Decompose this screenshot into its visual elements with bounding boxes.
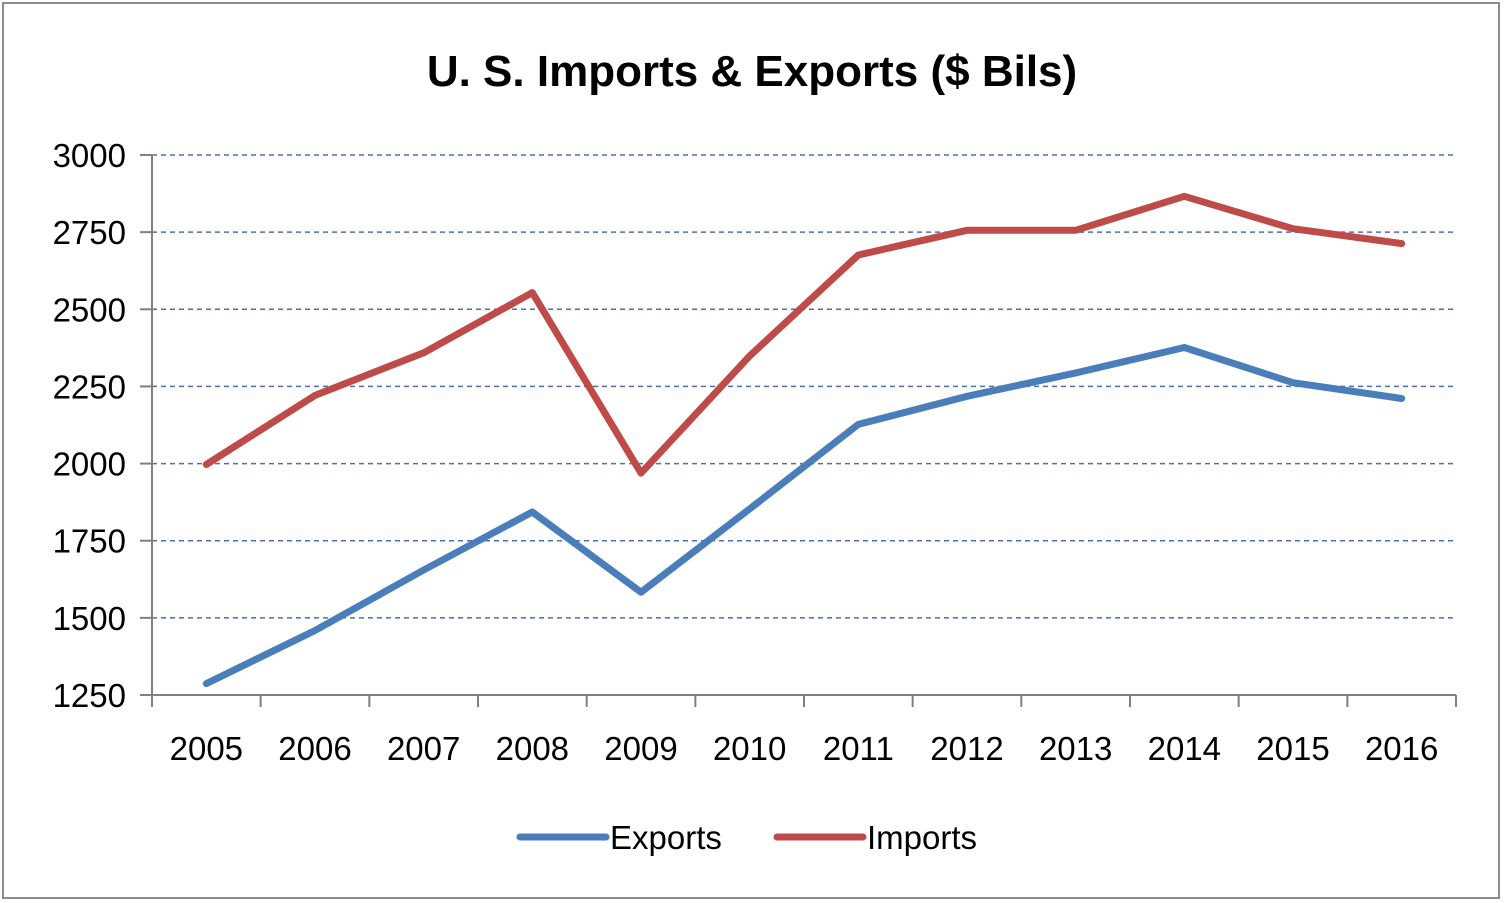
y-tick-label: 3000 — [53, 137, 126, 174]
x-tick-label: 2006 — [278, 730, 351, 767]
x-tick-label: 2015 — [1256, 730, 1329, 767]
x-tick-label: 2011 — [823, 730, 894, 767]
x-tick-label: 2010 — [713, 730, 786, 767]
y-tick-label: 2500 — [53, 291, 126, 328]
legend-label: Exports — [610, 819, 722, 856]
chart-title: U. S. Imports & Exports ($ Bils) — [427, 47, 1077, 96]
y-tick-label: 1750 — [53, 523, 126, 560]
y-tick-label: 2750 — [53, 214, 126, 251]
x-tick-label: 2009 — [604, 730, 677, 767]
x-tick-label: 2008 — [496, 730, 569, 767]
legend-item-exports: Exports — [516, 819, 722, 856]
legend: Exports Imports — [516, 819, 977, 856]
x-axis-ticks: 2005 2006 2007 2008 2009 2010 2011 2012 2013 2014… — [151, 695, 1457, 767]
y-tick-label: 2000 — [53, 446, 126, 483]
y-tick-label: 2250 — [53, 368, 126, 405]
y-tick-label: 1250 — [53, 677, 126, 714]
series-line-exports — [202, 344, 1406, 688]
x-tick-label: 2016 — [1365, 730, 1438, 767]
legend-label: Imports — [867, 819, 977, 856]
series-line-imports — [202, 192, 1406, 477]
y-tick-label: 1500 — [53, 600, 126, 637]
legend-item-imports: Imports — [773, 819, 977, 856]
grid-lines — [152, 154, 1456, 619]
x-tick-label: 2013 — [1039, 730, 1112, 767]
x-tick-label: 2012 — [930, 730, 1003, 767]
series-lines — [202, 192, 1406, 688]
x-tick-label: 2005 — [170, 730, 243, 767]
x-tick-label: 2014 — [1148, 730, 1221, 767]
x-tick-label: 2007 — [387, 730, 460, 767]
y-axis-ticks: 1250 1500 1750 2000 2250 2500 2750 3000 — [53, 137, 152, 714]
